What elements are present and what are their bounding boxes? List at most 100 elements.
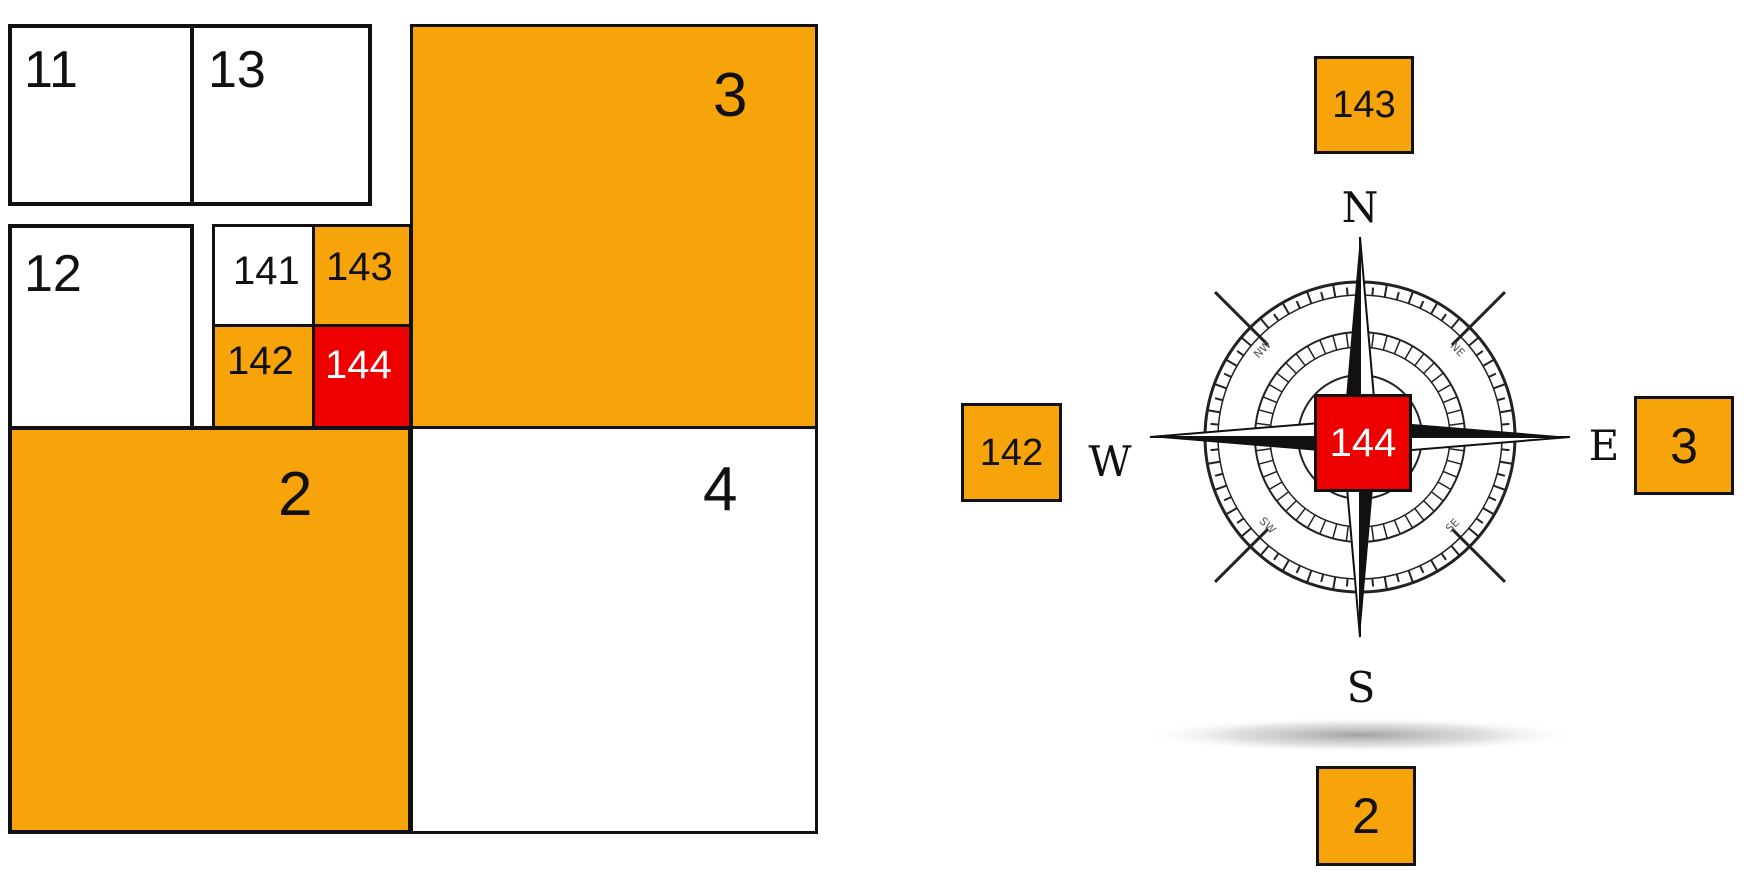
compass-inner-tick (1262, 396, 1278, 404)
compass-inner-tick (1295, 507, 1306, 521)
compass-diagonal-ray (1450, 527, 1507, 584)
cell-3: 3 (410, 24, 818, 430)
label-sw: SW (1257, 515, 1279, 537)
compass-tick (1383, 576, 1388, 590)
compass-tick (1214, 472, 1224, 477)
compass-inner-tick (1423, 362, 1435, 374)
compass-tick (1475, 350, 1484, 357)
compass-tick (1273, 313, 1280, 322)
compass-tick (1440, 552, 1447, 561)
compass-tick (1488, 496, 1497, 502)
cardinal-east: E (1588, 421, 1620, 470)
compass-tick (1407, 570, 1414, 583)
compass-tick (1214, 484, 1227, 491)
cell-13-label: 13 (208, 41, 266, 99)
compass-diagonal-ray (1213, 527, 1270, 584)
compass-tick (1383, 284, 1388, 298)
compass-inner-tick (1437, 481, 1452, 491)
compass-inner-tick (1268, 383, 1283, 393)
compass-inner-tick (1285, 500, 1297, 512)
compass-tick (1320, 573, 1325, 583)
compass-inner-tick (1332, 523, 1338, 539)
cardinal-west: W (1088, 437, 1132, 486)
compass-inner-tick (1449, 448, 1465, 452)
compass-inner-tick (1414, 353, 1425, 367)
compass-tick (1207, 409, 1221, 414)
cell-142: 142 (212, 324, 316, 430)
compass-inner-tick (1306, 345, 1316, 360)
cell-144-label: 144 (325, 343, 392, 387)
cell-3-label: 3 (713, 61, 748, 130)
compass-inner-tick (1371, 526, 1375, 542)
compass-tick (1320, 291, 1325, 301)
compass-tick (1281, 302, 1290, 315)
cell-13: 13 (190, 24, 372, 206)
compass-tick (1499, 409, 1513, 414)
compass-inner-tick (1255, 448, 1271, 452)
compass-tick (1482, 358, 1495, 367)
compass-tick (1210, 448, 1219, 452)
compass-tick (1371, 578, 1375, 587)
compass-tick (1236, 517, 1245, 524)
compass-tick (1210, 422, 1219, 426)
compass-tick (1419, 565, 1425, 574)
compass-tick (1450, 317, 1461, 329)
compass-tick (1207, 460, 1221, 465)
cell-2-label: 2 (278, 460, 313, 529)
compass-tick (1306, 291, 1313, 304)
compass-tick (1493, 383, 1506, 390)
compass-tick (1225, 358, 1238, 367)
compass-center-144: 144 (1314, 394, 1412, 492)
compass-tick (1240, 527, 1252, 538)
compass-inner-tick (1258, 459, 1274, 465)
compass-tick (1345, 578, 1349, 587)
compass-inner-tick (1255, 422, 1271, 426)
compass-inner-tick (1382, 523, 1388, 539)
label-se: SE (1443, 516, 1462, 535)
compass-tick (1273, 552, 1280, 561)
compass-south-2: 2 (1316, 766, 1416, 866)
compass-tick (1430, 559, 1439, 572)
compass-diagonal-rays (1213, 290, 1507, 584)
compass-inner-tick (1442, 396, 1458, 404)
cell-141-label: 141 (233, 249, 300, 293)
compass-inner-tick (1430, 491, 1444, 502)
compass-inner-tick (1319, 339, 1327, 355)
compass-inner-tick (1262, 470, 1278, 478)
compass-inner-tick (1345, 526, 1349, 542)
compass-inner-tick (1442, 470, 1458, 478)
compass-tick (1488, 372, 1497, 378)
compass-tick (1501, 422, 1510, 426)
compass-tick (1496, 397, 1506, 402)
compass-tick (1482, 507, 1495, 516)
cardinal-north: N (1341, 183, 1379, 232)
compass-tick (1501, 448, 1510, 452)
compass-tick (1450, 545, 1461, 557)
compass-tick (1371, 287, 1375, 296)
compass-tick (1295, 565, 1301, 574)
compass-diagonal-ray (1213, 290, 1270, 347)
compass-tick (1223, 372, 1232, 378)
compass-tick (1281, 559, 1290, 572)
compass-inner-tick (1332, 335, 1338, 351)
compass-star (1149, 236, 1571, 638)
compass-tick (1332, 284, 1337, 298)
compass-north-label: 143 (1332, 84, 1396, 126)
compass-inner-tick (1276, 491, 1290, 502)
compass-west-label: 142 (979, 431, 1044, 474)
cell-144: 144 (312, 324, 412, 430)
compass-inner-tick (1414, 507, 1425, 521)
compass-inner-tick (1345, 332, 1349, 348)
compass-tick (1395, 573, 1400, 583)
compass-tick (1240, 336, 1252, 347)
compass-inner-tick (1295, 353, 1306, 367)
compass-inner-tick (1306, 514, 1316, 529)
compass-tick (1468, 336, 1480, 347)
compass-tick (1395, 291, 1400, 301)
cell-11-label: 11 (24, 41, 78, 99)
compass-inner-tick (1382, 335, 1388, 351)
cardinal-south: S (1346, 663, 1376, 712)
compass-inner-tick (1446, 459, 1462, 465)
compass-east-3: 3 (1634, 396, 1734, 495)
compass-rose-icon: NW NE SW SE (1140, 236, 1580, 753)
